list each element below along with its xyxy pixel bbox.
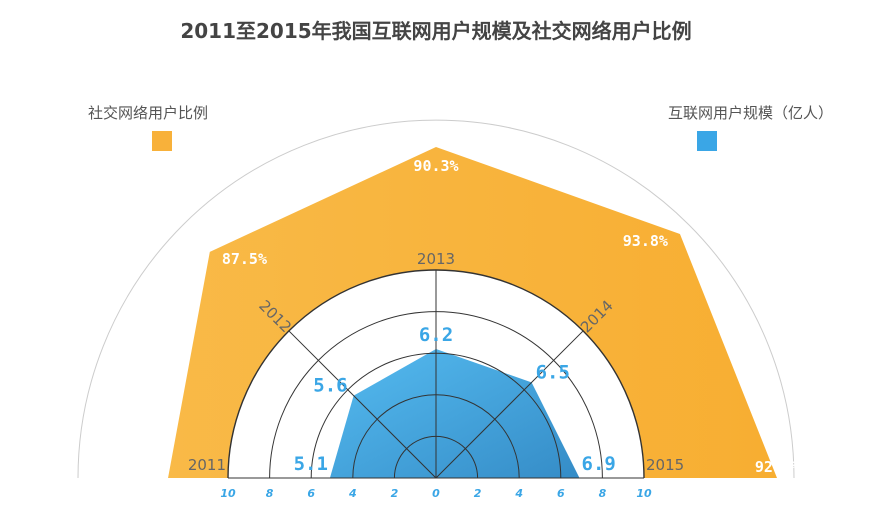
chart-title: 2011至2015年我国互联网用户规模及社交网络用户比例	[180, 19, 691, 43]
grid-spoke	[435, 330, 584, 479]
axis-tick-label: 10	[636, 487, 652, 500]
internet-users-label: 6.9	[582, 453, 616, 475]
social-ratio-label: 74.5%	[100, 458, 145, 476]
social-ratio-label: 90.3%	[413, 157, 458, 175]
axis-tick-label: 2	[474, 487, 482, 500]
internet-users-labels: 5.1 5.6 6.2 6.5 6.9	[294, 324, 616, 475]
grid-spoke	[288, 330, 437, 479]
axis-tick-label: 10	[220, 487, 236, 500]
axis-tick-label: 8	[266, 487, 274, 500]
axis-tick-label: 2	[391, 487, 399, 500]
inner-grid-overlay	[227, 269, 645, 479]
social-ratio-label: 87.5%	[222, 250, 267, 268]
internet-users-label: 5.6	[313, 375, 347, 397]
legend-swatch-social	[152, 131, 172, 151]
legend-label-internet: 互联网用户规模（亿人）	[668, 104, 833, 122]
year-label: 2013	[417, 250, 455, 268]
internet-users-area	[329, 349, 580, 478]
internet-users-label: 6.5	[536, 361, 570, 383]
year-label: 2011	[188, 456, 226, 474]
axis-tick-label: 6	[557, 487, 565, 500]
axis-tick-label: 8	[599, 487, 607, 500]
outer-arc	[77, 119, 795, 479]
social-ratio-label: 92.8%	[755, 458, 800, 476]
axis-tick-label: 6	[307, 487, 315, 500]
inner-axis-ticks: 10 8 6 4 2 0 2 4 6 8 10	[220, 487, 652, 500]
axis-tick-label: 4	[514, 487, 523, 500]
legend-swatch-internet	[697, 131, 717, 151]
internet-users-label: 6.2	[419, 324, 453, 346]
year-label: 2015	[646, 456, 684, 474]
legend-label-social: 社交网络用户比例	[88, 104, 208, 122]
social-ratio-label: 93.8%	[623, 232, 668, 250]
axis-tick-label: 0	[432, 487, 440, 500]
social-ratio-labels: 74.5% 87.5% 90.3% 93.8% 92.8%	[100, 157, 800, 476]
internet-users-label: 5.1	[294, 453, 328, 475]
axis-tick-label: 4	[348, 487, 357, 500]
